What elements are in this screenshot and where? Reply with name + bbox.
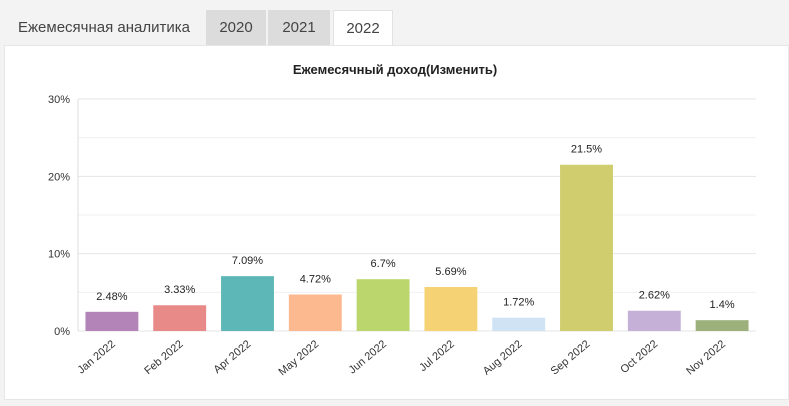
data-label: 6.7% — [371, 258, 396, 270]
data-label: 4.72% — [300, 273, 331, 285]
x-tick-label: Apr 2022 — [212, 338, 254, 376]
data-label: 1.4% — [710, 299, 735, 311]
bar[interactable] — [85, 311, 139, 331]
bar[interactable] — [153, 305, 207, 331]
data-label: 21.5% — [571, 144, 602, 156]
chart-panel — [4, 45, 789, 400]
data-label: 1.72% — [503, 297, 534, 309]
x-axis: Jan 2022 Feb 2022 Apr 2022 May 2022 Jun 2022… — [75, 338, 728, 378]
bar[interactable] — [424, 286, 478, 331]
bar[interactable] — [627, 310, 681, 331]
bar[interactable] — [288, 294, 342, 331]
x-tick-label: Feb 2022 — [142, 338, 185, 377]
bars — [85, 164, 749, 331]
tab-2021[interactable]: 2021 — [268, 10, 330, 45]
y-tick-label: 10% — [48, 249, 70, 261]
data-labels: 2.48% 3.33% 7.09% 4.72% 6.7% 5.69% 1.72% 21.5% 2… — [96, 144, 735, 311]
x-tick-label: Jul 2022 — [417, 338, 457, 374]
x-tick-label: Jun 2022 — [347, 338, 389, 376]
tab-bar-title: Ежемесячная аналитика — [18, 19, 190, 36]
x-tick-label: Aug 2022 — [481, 338, 525, 377]
x-tick-label: May 2022 — [277, 338, 322, 378]
bar[interactable] — [560, 164, 613, 331]
x-tick-label: Nov 2022 — [684, 338, 728, 377]
data-label: 7.09% — [232, 255, 263, 267]
tab-bar: Ежемесячная аналитика 2020 2021 2022 — [0, 0, 789, 46]
bar[interactable] — [492, 317, 546, 331]
data-label: 2.62% — [639, 290, 670, 302]
x-tick-label: Sep 2022 — [549, 338, 593, 377]
chart-title: Ежемесячный доход(Изменить) — [293, 62, 497, 77]
data-label: 2.48% — [96, 291, 127, 303]
tab-2020[interactable]: 2020 — [206, 10, 266, 45]
bar[interactable] — [221, 276, 274, 331]
x-tick-label: Oct 2022 — [618, 338, 660, 376]
panel-footer — [4, 400, 789, 406]
y-axis: 0% 10% 20% 30% — [48, 94, 79, 338]
data-label: 5.69% — [435, 266, 466, 278]
y-tick-label: 20% — [48, 171, 70, 183]
bar[interactable] — [695, 320, 749, 331]
y-tick-label: 0% — [54, 326, 70, 338]
x-tick-label: Jan 2022 — [75, 338, 117, 376]
data-label: 3.33% — [164, 284, 195, 296]
tab-2022[interactable]: 2022 — [333, 10, 393, 46]
bar[interactable] — [356, 279, 410, 331]
y-tick-label: 30% — [48, 94, 70, 106]
